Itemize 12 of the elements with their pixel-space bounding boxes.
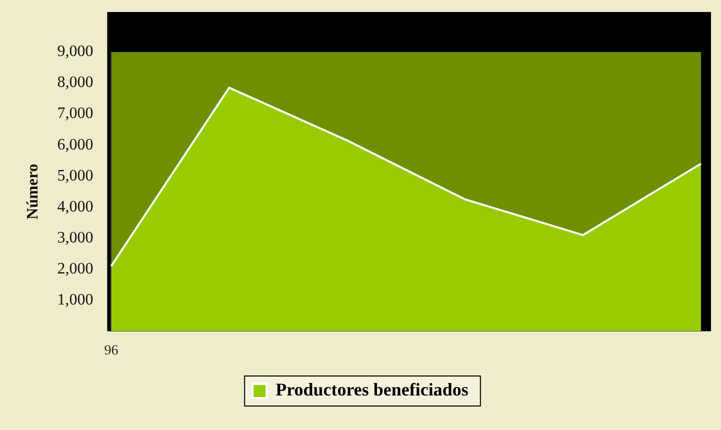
y-tick-label: 5,000 bbox=[57, 167, 94, 184]
y-tick-label: 2,000 bbox=[57, 260, 94, 278]
legend-label: Productores beneficiados bbox=[276, 380, 468, 400]
y-tick-label: 6,000 bbox=[57, 136, 94, 154]
y-tick-label: 7,000 bbox=[57, 105, 94, 122]
y-tick-label: 4,000 bbox=[57, 198, 94, 216]
y-tick-label: 3,000 bbox=[57, 229, 94, 246]
y-tick-label: 8,000 bbox=[57, 74, 94, 92]
y-tick-label: 9,000 bbox=[57, 43, 94, 60]
x-tick-label: 96 bbox=[104, 343, 118, 358]
y-axis-title: Número bbox=[24, 164, 42, 220]
y-tick-label: 1,000 bbox=[57, 291, 94, 308]
